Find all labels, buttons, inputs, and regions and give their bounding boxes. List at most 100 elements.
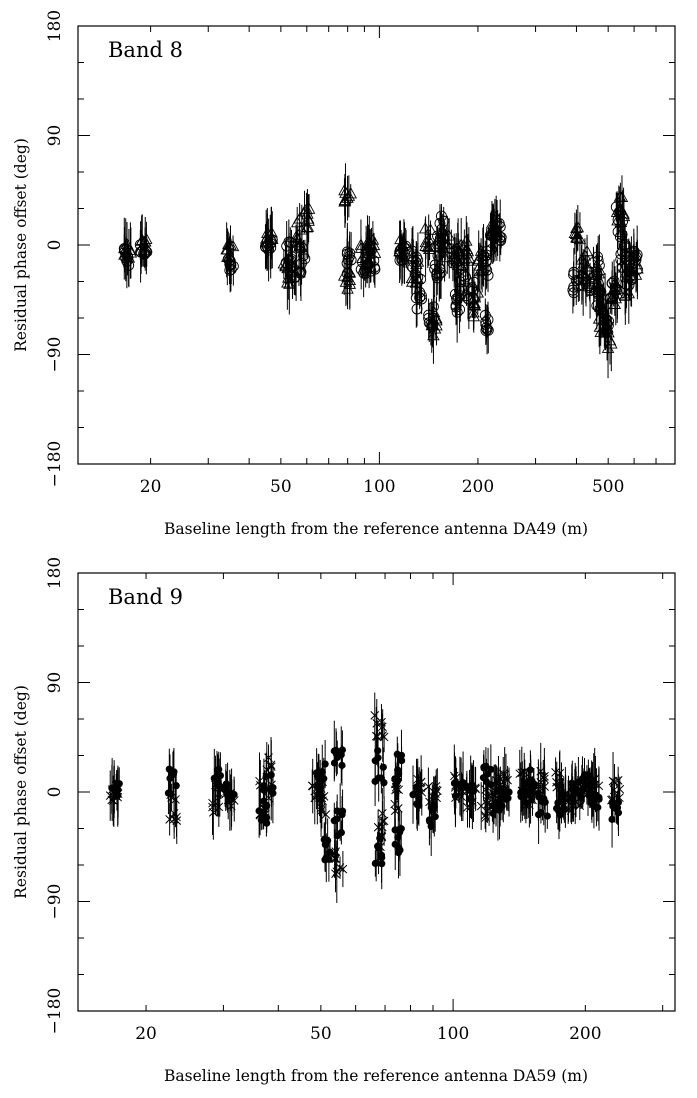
data-point-dot	[534, 790, 542, 798]
data-point-triangle	[468, 299, 482, 311]
data-point-cross	[165, 815, 174, 824]
y-tick-label: 90	[45, 672, 65, 694]
data-point-dot	[592, 791, 601, 799]
data-point-dot	[578, 774, 587, 783]
data-point-triangle	[570, 231, 583, 243]
chart-title: Band 9	[108, 585, 183, 609]
band8-scatter-plot: −180 −90 0 90 180 20 50 100 200 500 Band 8 Baseli…	[12, 10, 676, 538]
x-tick-label: 100	[363, 477, 395, 497]
data-point-triangle	[410, 271, 423, 283]
data-point-dot	[326, 848, 334, 856]
data-point-cross	[335, 863, 345, 872]
data-point-cross	[378, 731, 388, 740]
data-point-triangle	[134, 243, 147, 256]
data-point-dot	[313, 782, 322, 790]
data-point-dot	[321, 835, 329, 843]
data-point-dot	[431, 813, 439, 821]
axes: −180 −90 0 90 180 20 50 100 200	[45, 557, 675, 1044]
y-axis-label: Residual phase offset (deg)	[12, 138, 30, 352]
data-point-cross	[424, 782, 433, 791]
data-point-dot	[396, 846, 404, 854]
data-marks	[117, 163, 644, 379]
data-point-triangle	[277, 257, 291, 269]
data-point-triangle	[451, 258, 465, 270]
data-point-triangle	[393, 244, 407, 256]
data-point-dot	[425, 816, 434, 824]
data-point-triangle	[475, 263, 489, 276]
data-point-triangle	[592, 278, 606, 291]
data-point-dot	[222, 780, 231, 789]
x-tick-label: 20	[135, 1024, 157, 1044]
data-point-triangle	[261, 226, 274, 238]
y-axis-label: Residual phase offset (deg)	[12, 685, 30, 899]
x-tick-label: 500	[592, 477, 624, 497]
x-tick-label: 50	[310, 1024, 332, 1044]
data-point-dot	[169, 771, 177, 779]
data-point-triangle	[461, 244, 475, 257]
data-point-dot	[538, 798, 547, 806]
data-point-triangle	[439, 237, 452, 250]
data-point-dot	[480, 763, 488, 771]
data-point-cross	[331, 869, 340, 879]
data-point-dot	[504, 794, 512, 802]
data-point-dot	[374, 747, 382, 755]
data-point-circle	[450, 299, 462, 311]
data-point-circle	[435, 267, 447, 279]
data-point-dot	[114, 791, 122, 799]
data-point-cross	[208, 808, 218, 817]
y-tick-label: 0	[45, 787, 65, 798]
data-point-triangle	[578, 249, 592, 261]
y-tick-label: 90	[45, 125, 65, 147]
data-point-dot	[488, 802, 496, 810]
data-point-dot	[527, 781, 535, 789]
data-point-dot	[590, 802, 598, 810]
data-point-triangle	[300, 202, 313, 215]
data-point-triangle	[587, 272, 600, 284]
data-point-dot	[498, 802, 506, 810]
data-point-cross	[390, 799, 400, 809]
data-point-triangle	[140, 241, 153, 253]
data-point-dot	[499, 785, 507, 793]
data-point-triangle	[300, 221, 314, 233]
data-point-dot	[333, 807, 341, 815]
data-point-triangle	[489, 210, 503, 222]
data-point-dot	[543, 812, 551, 820]
data-point-triangle	[138, 235, 152, 247]
data-point-triangle	[608, 283, 622, 295]
data-point-dot	[489, 809, 497, 818]
x-axis-label: Baseline length from the reference anten…	[164, 1067, 588, 1085]
data-point-triangle	[343, 277, 357, 289]
data-point-dot	[216, 784, 224, 792]
data-point-dot	[393, 750, 401, 758]
data-point-dot	[321, 856, 329, 864]
data-point-dot	[330, 759, 339, 767]
data-point-dot	[333, 831, 342, 840]
data-point-dot	[397, 757, 406, 765]
data-point-dot	[465, 795, 474, 803]
data-point-dot	[223, 790, 231, 798]
data-point-circle	[481, 324, 493, 335]
x-axis-label: Baseline length from the reference anten…	[164, 520, 588, 538]
data-point-dot	[371, 859, 379, 868]
y-tick-label: −90	[45, 884, 65, 920]
data-point-dot	[409, 791, 417, 799]
data-point-triangle	[266, 232, 279, 244]
data-point-dot	[374, 844, 383, 852]
data-point-dot	[560, 806, 568, 814]
data-point-triangle	[221, 250, 234, 262]
data-point-circle	[482, 324, 494, 336]
data-point-dot	[321, 760, 329, 768]
data-point-circle	[592, 251, 604, 263]
data-point-cross	[331, 847, 341, 856]
data-point-triangle	[568, 226, 582, 239]
data-point-circle	[263, 244, 275, 256]
data-marks	[105, 692, 625, 903]
data-point-triangle	[577, 266, 590, 278]
data-point-dot	[269, 784, 277, 792]
y-tick-label: 180	[45, 10, 65, 42]
data-point-dot	[166, 790, 174, 798]
data-point-triangle	[462, 251, 476, 263]
data-point-triangle	[625, 250, 638, 262]
data-point-triangle	[260, 235, 273, 248]
data-point-triangle	[291, 231, 304, 243]
